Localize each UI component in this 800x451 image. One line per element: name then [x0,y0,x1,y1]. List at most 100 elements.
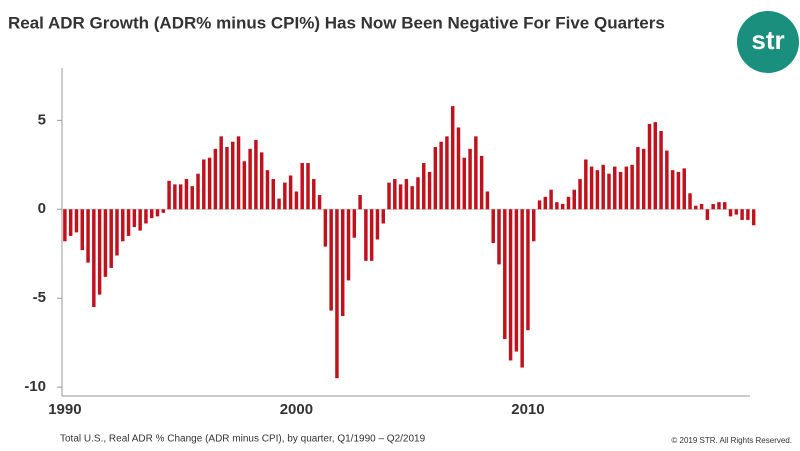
bar [427,171,432,210]
bar [381,209,385,224]
bar [231,141,235,210]
bar [705,209,710,220]
bar [248,148,252,210]
bar [306,163,310,210]
bar [439,141,443,210]
bar [699,203,704,210]
x-tick-label: 2010 [511,401,544,418]
bar [398,184,403,210]
bar [572,189,576,210]
bar [375,209,380,240]
y-tick-label: -10 [24,378,46,395]
bar [404,179,409,210]
bar [520,209,524,368]
bar [514,209,519,352]
bar [364,209,368,261]
bar [422,163,426,210]
bar [329,209,333,311]
copyright: © 2019 STR. All Rights Reserved. [671,436,792,445]
bar [68,209,73,236]
bar [636,147,640,210]
bar [734,209,739,215]
bar [618,171,623,210]
bar [728,209,733,217]
bar [86,209,90,263]
bar [531,209,536,242]
bar [219,136,223,210]
bar [103,209,108,277]
bar [317,195,322,210]
bar [300,163,304,210]
bar [595,170,600,210]
bar [352,209,357,238]
bar [358,195,362,210]
bar [369,209,374,261]
bar [584,159,588,210]
bar [97,209,102,295]
bar [497,209,501,265]
bar [613,166,617,210]
bar [740,209,744,220]
bar [445,136,449,210]
bar [746,209,750,220]
bar [751,209,756,226]
bar [207,157,212,210]
bar [711,203,715,210]
bar [433,147,438,210]
bar [144,209,148,224]
bar [335,209,339,379]
bar [167,180,171,210]
bar [236,136,241,210]
bar [277,198,281,210]
bar [676,171,681,210]
bar [456,127,461,210]
bar [259,152,264,210]
bar [294,191,299,210]
footnote: Total U.S., Real ADR % Change (ADR minus… [60,434,426,445]
bar [450,106,455,210]
bar [202,159,206,210]
bar [265,170,270,210]
bar [387,182,391,210]
bar [410,186,414,210]
chart-title: Real ADR Growth (ADR% minus CPI%) Has No… [8,13,665,32]
x-tick-label: 2000 [280,401,313,418]
logo-text: str [751,25,784,55]
bar [688,193,692,210]
bar [155,209,160,217]
bar [549,189,553,210]
bar [653,122,658,210]
bar [416,177,420,210]
logo-circle [737,11,799,73]
bar [138,209,142,231]
bar [288,175,293,210]
bar [474,136,478,210]
bar [647,123,652,210]
bar [74,209,79,233]
bar [641,148,646,210]
bar [682,168,686,210]
bar [190,186,194,210]
bar [508,209,513,361]
bar [213,148,218,210]
bar [526,209,530,331]
bar [121,209,125,242]
bar [178,184,183,210]
bar [468,148,472,210]
bar [346,209,351,281]
bar [312,179,316,210]
bar [161,209,166,213]
bar [393,179,397,210]
bar [491,209,495,244]
bar [63,209,67,242]
bar [659,131,663,210]
bar [607,173,611,210]
bar [271,179,276,210]
bar [225,147,229,210]
y-tick-label: -5 [33,289,46,306]
bar [479,155,484,210]
bar [80,209,84,251]
bar [555,202,559,210]
bar [340,209,345,316]
